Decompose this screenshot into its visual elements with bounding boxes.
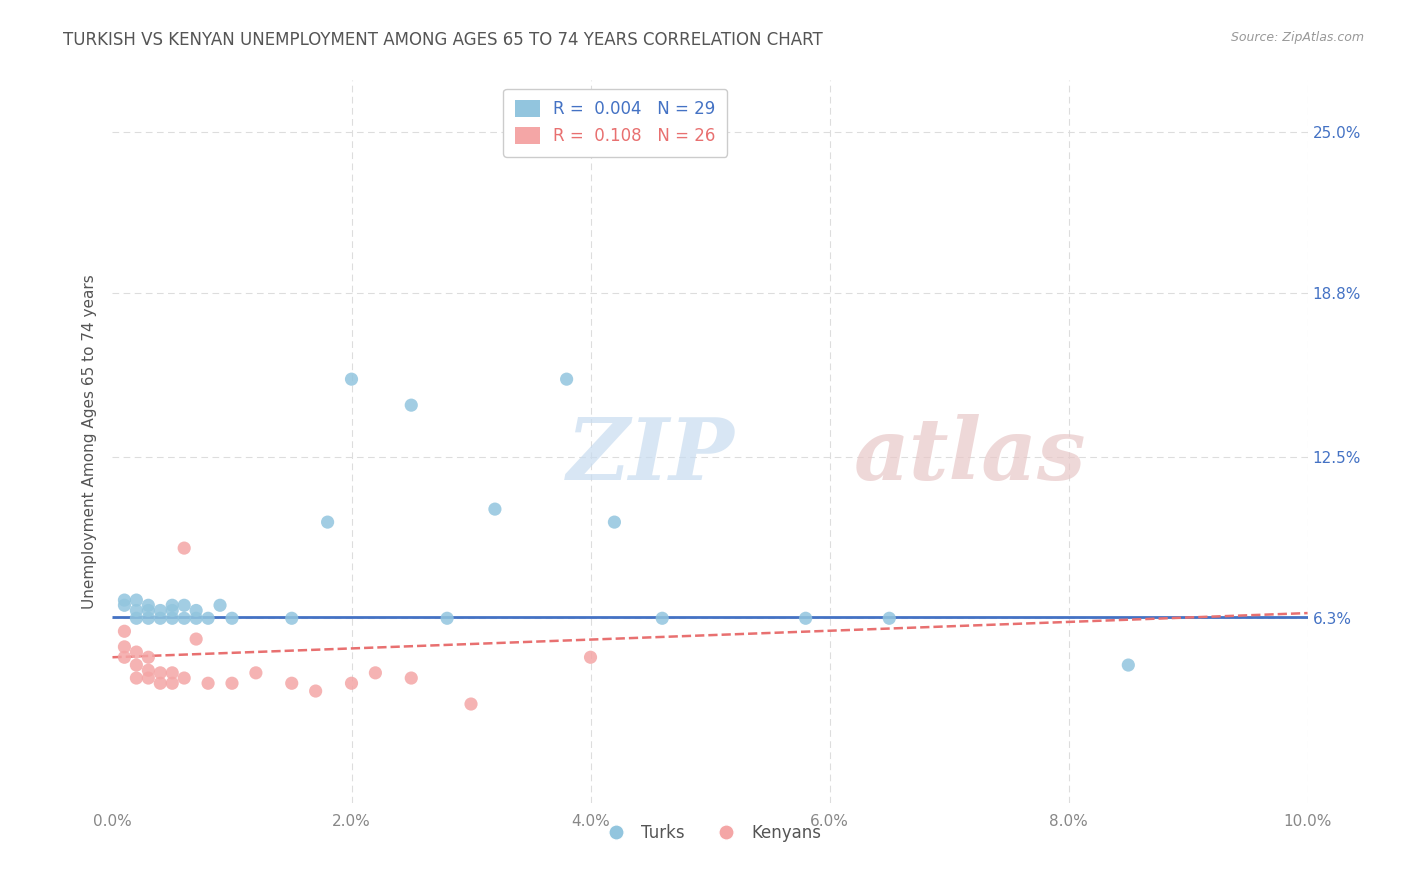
Point <box>138 671 160 685</box>
Point <box>173 611 195 625</box>
Point <box>162 611 183 625</box>
Point <box>114 593 135 607</box>
Point <box>460 697 482 711</box>
Text: Source: ZipAtlas.com: Source: ZipAtlas.com <box>1230 31 1364 45</box>
Point <box>794 611 817 625</box>
Point <box>603 515 626 529</box>
Point <box>245 665 267 680</box>
Point <box>221 611 243 625</box>
Point <box>281 611 304 625</box>
Point <box>281 676 304 690</box>
Text: TURKISH VS KENYAN UNEMPLOYMENT AMONG AGES 65 TO 74 YEARS CORRELATION CHART: TURKISH VS KENYAN UNEMPLOYMENT AMONG AGE… <box>63 31 823 49</box>
Point <box>149 611 172 625</box>
Point <box>162 676 183 690</box>
Point <box>138 650 160 665</box>
Point <box>1118 658 1140 673</box>
Point <box>138 663 160 677</box>
Point <box>579 650 602 665</box>
Point <box>186 603 208 617</box>
Point <box>879 611 901 625</box>
Point <box>125 645 148 659</box>
Point <box>401 398 423 412</box>
Point <box>186 611 208 625</box>
Point <box>484 502 506 516</box>
Point <box>340 676 363 690</box>
Point <box>125 671 148 685</box>
Point <box>305 684 328 698</box>
Point <box>209 599 232 613</box>
Text: ZIP: ZIP <box>567 414 734 498</box>
Point <box>138 603 160 617</box>
Point <box>125 611 148 625</box>
Point <box>173 671 195 685</box>
Point <box>125 593 148 607</box>
Point <box>436 611 458 625</box>
Point <box>401 671 423 685</box>
Y-axis label: Unemployment Among Ages 65 to 74 years: Unemployment Among Ages 65 to 74 years <box>82 274 97 609</box>
Point <box>149 665 172 680</box>
Point <box>221 676 243 690</box>
Point <box>197 676 219 690</box>
Point <box>651 611 673 625</box>
Point <box>364 665 387 680</box>
Legend: Turks, Kenyans: Turks, Kenyans <box>592 817 828 848</box>
Point <box>114 624 135 639</box>
Point <box>149 676 172 690</box>
Point <box>125 603 148 617</box>
Point <box>340 372 363 386</box>
Point <box>162 603 183 617</box>
Point <box>114 640 135 654</box>
Point <box>186 632 208 646</box>
Point <box>197 611 219 625</box>
Point <box>114 599 135 613</box>
Point <box>149 603 172 617</box>
Point <box>173 599 195 613</box>
Point <box>555 372 578 386</box>
Point <box>162 665 183 680</box>
Point <box>138 611 160 625</box>
Point <box>316 515 339 529</box>
Point <box>125 658 148 673</box>
Text: atlas: atlas <box>853 414 1085 498</box>
Point <box>173 541 195 555</box>
Point <box>114 650 135 665</box>
Point <box>162 599 183 613</box>
Point <box>138 599 160 613</box>
